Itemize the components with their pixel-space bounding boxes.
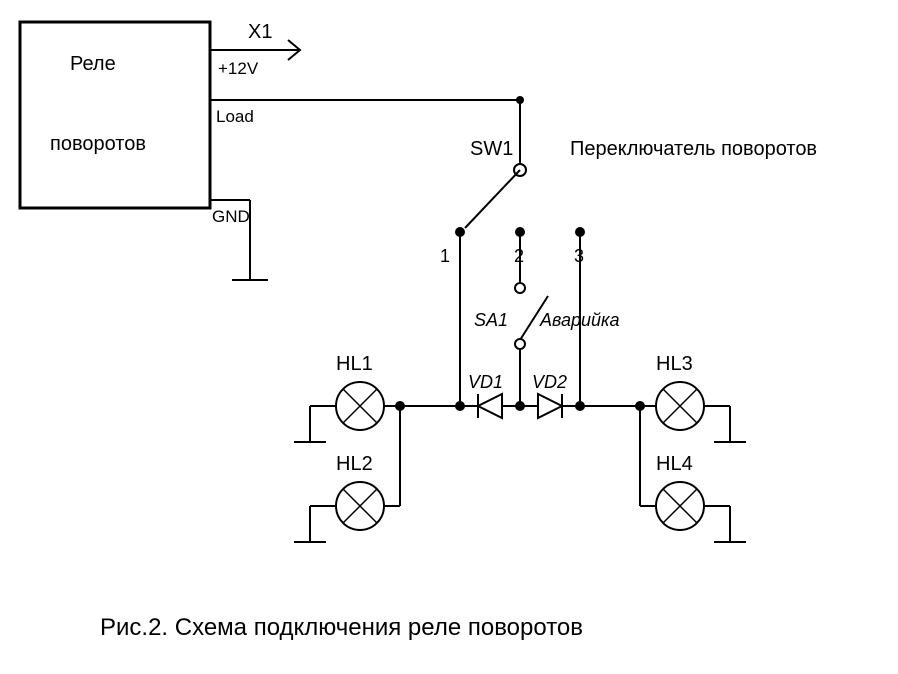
lamp-hl3: [656, 382, 704, 430]
pin-x1-sub: +12V: [218, 59, 259, 78]
lamp-hl1: [336, 382, 384, 430]
sw1-label: Переключатель поворотов: [570, 138, 817, 160]
lamp-hl2: [336, 482, 384, 530]
sw1-ref: SW1: [470, 138, 513, 160]
relay-box: [20, 22, 210, 208]
sw1-pos1: 1: [440, 246, 450, 266]
diode-vd1: [460, 394, 520, 418]
sa1-bot: [515, 339, 525, 349]
pin-gnd: GND: [212, 207, 250, 226]
sa1-ref: SA1: [474, 310, 508, 330]
sa1-top: [515, 283, 525, 293]
vd2-label: VD2: [532, 372, 567, 392]
pin-load: Load: [216, 107, 254, 126]
vd1-label: VD1: [468, 372, 503, 392]
figure-caption: Рис.2. Схема подключения реле поворотов: [100, 614, 583, 641]
hl1-label: HL1: [336, 353, 373, 375]
diode-vd2: [520, 394, 580, 418]
circuit-diagram: Реле поворотов X1 +12V Load GND SW1 Пере…: [0, 0, 898, 674]
hl2-label: HL2: [336, 453, 373, 475]
hl4-label: HL4: [656, 453, 693, 475]
relay-label-2: поворотов: [50, 133, 146, 155]
relay-label-1: Реле: [70, 53, 116, 75]
hl3-label: HL3: [656, 353, 693, 375]
lamp-hl4: [656, 482, 704, 530]
sa1-label: Аварийка: [539, 310, 620, 330]
pin-x1: X1: [248, 21, 272, 43]
